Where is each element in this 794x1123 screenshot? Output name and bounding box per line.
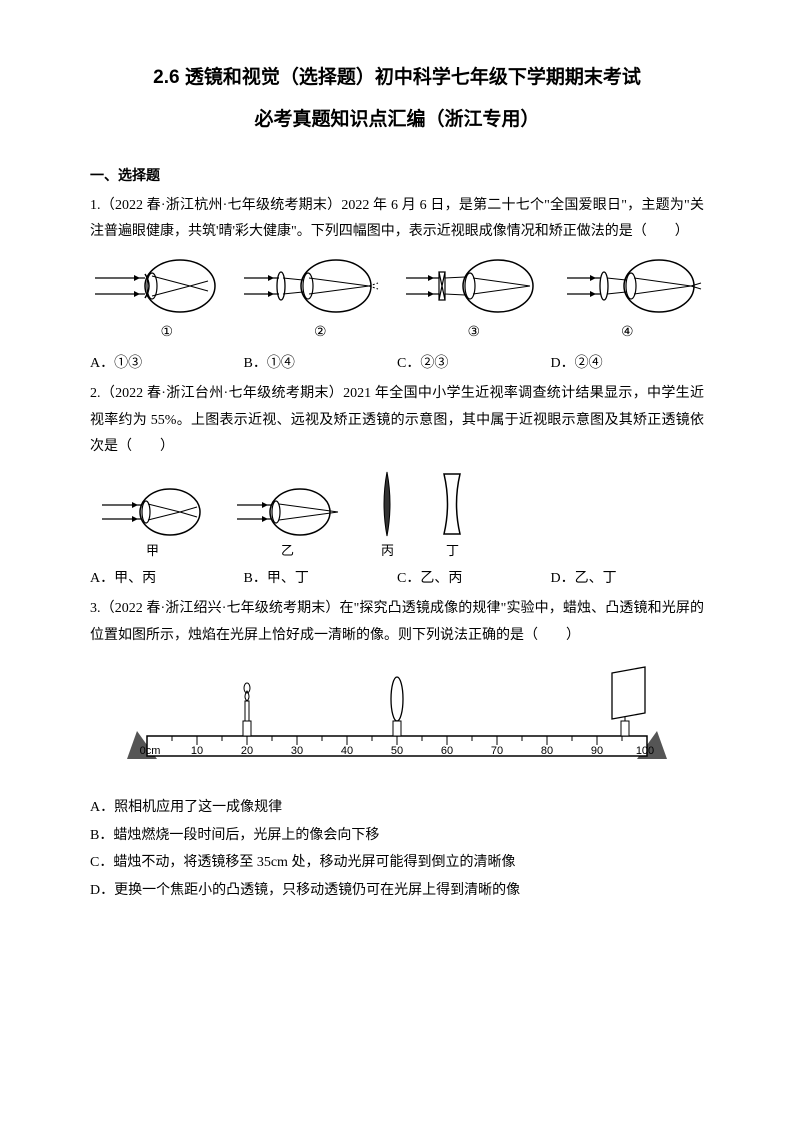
q1-options: A．①③ B．①④ C．②③ D．②④: [90, 351, 704, 378]
q3-text: 3.（2022 春·浙江绍兴·七年级统考期末）在"探究凸透镜成像的规律"实验中，…: [90, 596, 704, 649]
q1-label-2: ②: [314, 320, 327, 347]
q2-text: 2.（2022 春·浙江台州·七年级统考期末）2021 年全国中小学生近视率调查…: [90, 381, 704, 461]
q2-opt-b: B．甲、丁: [244, 566, 398, 593]
q3-choice-b: B．蜡烛燃烧一段时间后，光屏上的像会向下移: [90, 823, 704, 850]
q2-label-ding: 丁: [435, 539, 470, 564]
q3-diagram: 0cm 10 20 30 40 50 60 70 80 90 100: [90, 661, 704, 787]
lens-icon: [391, 677, 403, 736]
tick-10: 10: [191, 745, 203, 757]
section-header: 一、选择题: [90, 164, 704, 191]
eye-diagram-4: [564, 256, 704, 316]
tick-50: 50: [391, 745, 403, 757]
lens-diagram-bing: [370, 469, 405, 539]
q2-options: A．甲、丙 B．甲、丁 C．乙、丙 D．乙、丁: [90, 566, 704, 593]
q1-label-1: ①: [160, 320, 173, 347]
q1-opt-d: D．②④: [551, 351, 705, 378]
q3-choice-c: C．蜡烛不动，将透镜移至 35cm 处，移动光屏可能得到倒立的清晰像: [90, 850, 704, 877]
tick-100: 100: [636, 745, 654, 757]
tick-0: 0cm: [140, 745, 161, 757]
q1-opt-c: C．②③: [397, 351, 551, 378]
q2-label-yi: 乙: [235, 539, 340, 564]
tick-40: 40: [341, 745, 353, 757]
page-title: 2.6 透镜和视觉（选择题）初中科学七年级下学期期末考试: [90, 60, 704, 96]
q2-label-bing: 丙: [370, 539, 405, 564]
eye-diagram-1: [90, 256, 220, 316]
tick-20: 20: [241, 745, 253, 757]
q1-labels: ① ② ③ ④: [90, 320, 704, 347]
q1-opt-a: A．①③: [90, 351, 244, 378]
page-subtitle: 必考真题知识点汇编（浙江专用）: [90, 102, 704, 138]
eye-diagram-jia: [100, 484, 205, 539]
q1-label-4: ④: [621, 320, 634, 347]
tick-90: 90: [591, 745, 603, 757]
q3-choices: A．照相机应用了这一成像规律 B．蜡烛燃烧一段时间后，光屏上的像会向下移 C．蜡…: [90, 795, 704, 904]
q1-text: 1.（2022 春·浙江杭州·七年级统考期末）2022 年 6 月 6 日，是第…: [90, 193, 704, 246]
q2-opt-a: A．甲、丙: [90, 566, 244, 593]
screen-icon: [612, 667, 645, 736]
candle-icon: [243, 683, 251, 736]
tick-80: 80: [541, 745, 553, 757]
q1-label-3: ③: [467, 320, 480, 347]
q2-opt-c: C．乙、丙: [397, 566, 551, 593]
optical-bench-icon: 0cm 10 20 30 40 50 60 70 80 90 100: [117, 661, 677, 776]
q2-opt-d: D．乙、丁: [551, 566, 705, 593]
q2-diagrams: 甲 乙 丙 丁: [100, 469, 704, 564]
lens-diagram-ding: [435, 469, 470, 539]
q3-choice-a: A．照相机应用了这一成像规律: [90, 795, 704, 822]
q2-label-jia: 甲: [100, 539, 205, 564]
eye-diagram-yi: [235, 484, 340, 539]
q1-opt-b: B．①④: [244, 351, 398, 378]
eye-diagram-2: [241, 256, 381, 316]
eye-diagram-3: [403, 256, 543, 316]
tick-70: 70: [491, 745, 503, 757]
tick-60: 60: [441, 745, 453, 757]
q1-diagrams: [90, 256, 704, 316]
q3-choice-d: D．更换一个焦距小的凸透镜，只移动透镜仍可在光屏上得到清晰的像: [90, 878, 704, 905]
tick-30: 30: [291, 745, 303, 757]
